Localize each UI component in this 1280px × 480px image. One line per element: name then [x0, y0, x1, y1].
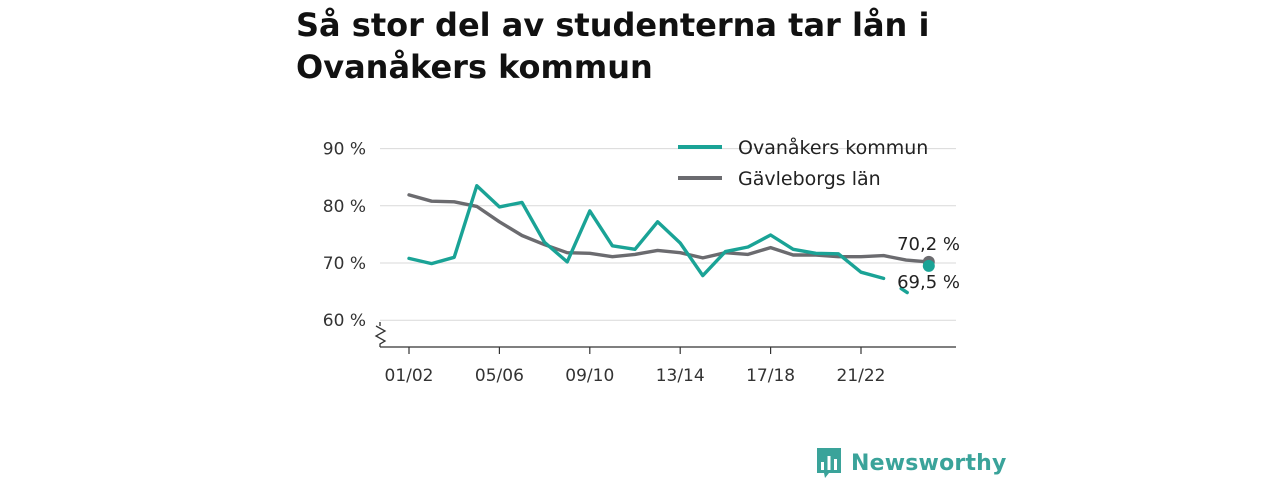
y-axis: 60 % 70 % 80 % 90 %: [323, 140, 387, 347]
brand: Newsworthy: [815, 446, 1007, 480]
x-tick-label: 21/22: [837, 366, 886, 386]
y-tick-label: 70 %: [323, 254, 366, 274]
x-tick-label: 05/06: [475, 366, 524, 386]
series-group: [407, 186, 931, 295]
end-point-ovanaker: [922, 259, 935, 272]
gridlines: [380, 148, 956, 321]
y-tick-label: 80 %: [323, 197, 366, 217]
end-label-ovanaker: 69,5 %: [897, 272, 960, 293]
axis-break-icon: [374, 322, 387, 347]
series-fragment: [899, 286, 909, 295]
series-line-0: [409, 186, 929, 279]
end-label-gavleborg: 70,2 %: [897, 234, 960, 255]
y-tick-label: 60 %: [323, 311, 366, 331]
x-tick-label: 13/14: [656, 366, 705, 386]
legend-label: Ovanåkers kommun: [738, 136, 928, 159]
x-tick-label: 01/02: [385, 366, 434, 386]
brand-name: Newsworthy: [851, 450, 1007, 476]
legend: Ovanåkers kommun Gävleborgs län: [678, 136, 928, 190]
x-tick-label: 17/18: [746, 366, 795, 386]
y-tick-label: 90 %: [323, 140, 366, 160]
x-tick-label: 09/10: [565, 366, 614, 386]
newsworthy-logo-icon: [817, 448, 841, 478]
legend-label: Gävleborgs län: [738, 168, 881, 190]
series-line-1: [407, 193, 931, 264]
x-axis: 01/02 05/06 09/10 13/14 17/18 21/22: [380, 346, 956, 386]
chart-title: Så stor del av studenterna tar lån i Ova…: [296, 6, 930, 86]
end-markers: 70,2 % 69,5 %: [897, 234, 960, 293]
